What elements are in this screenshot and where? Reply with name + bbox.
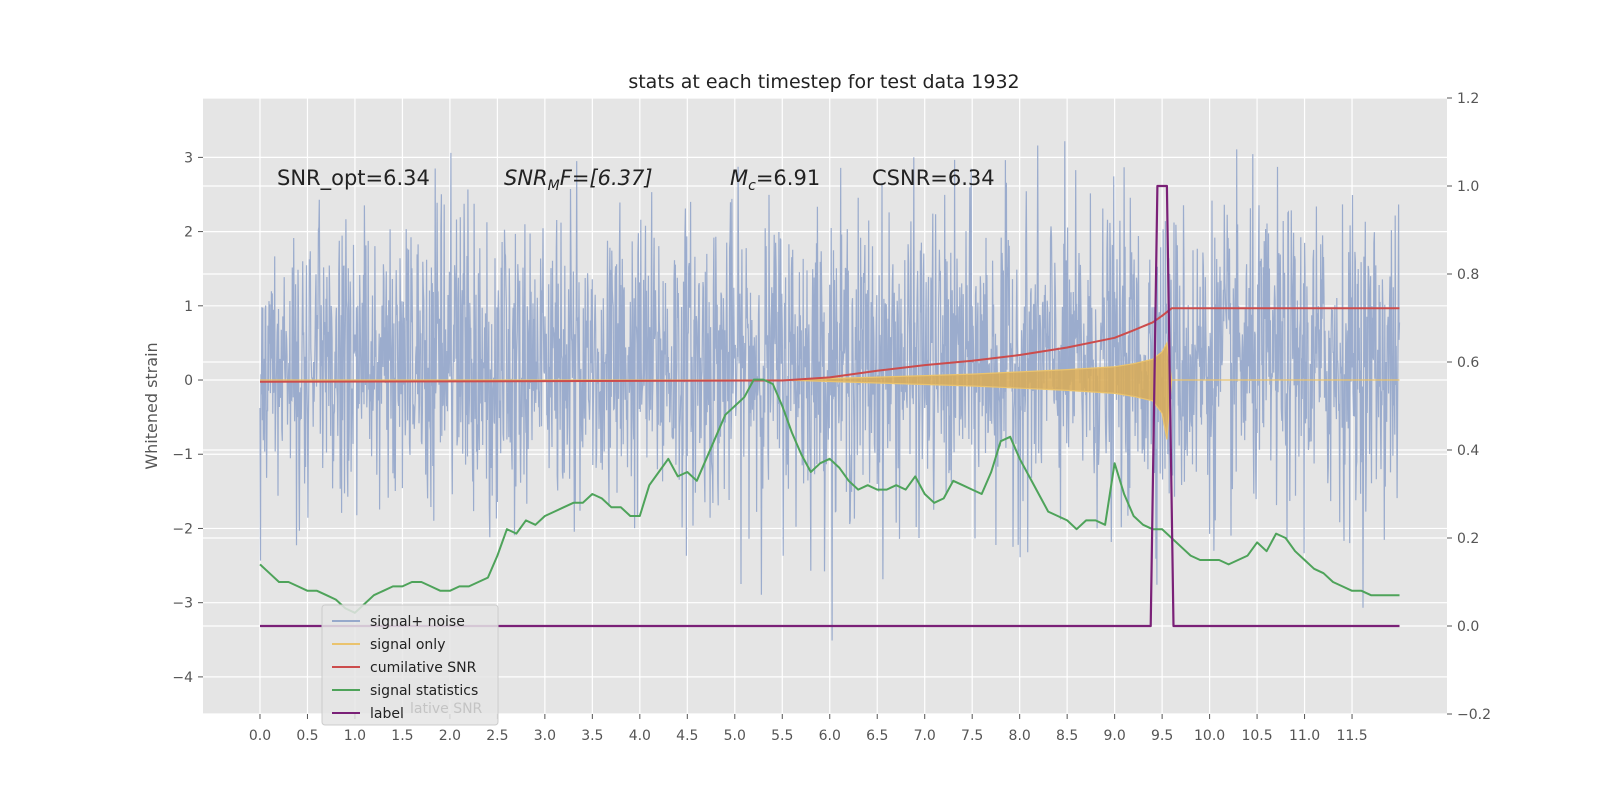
- y-tick-label: −4: [172, 670, 193, 686]
- x-tick-label: 7.5: [961, 728, 983, 744]
- signal-only-fill: [260, 340, 1400, 440]
- x-tick-label: 11.0: [1289, 728, 1320, 744]
- annotation-mc-main: M: [730, 166, 748, 190]
- y2-tick-label: 0.8: [1457, 267, 1479, 283]
- x-tick-label: 4.0: [629, 728, 651, 744]
- x-tick-label: 5.5: [771, 728, 793, 744]
- x-tick-label: 11.5: [1336, 728, 1367, 744]
- y2-tick-label: 0.0: [1457, 619, 1479, 635]
- x-tick-label: 1.0: [344, 728, 366, 744]
- legend-label: signal statistics: [370, 683, 478, 699]
- y2-tick-label: 0.2: [1457, 531, 1479, 547]
- annotation-snr-opt: SNR_opt=6.34: [277, 166, 430, 191]
- legend-label: cumilative SNR: [370, 660, 477, 676]
- x-tick-label: 6.0: [819, 728, 841, 744]
- x-tick-label: 0.0: [249, 728, 271, 744]
- annotation-snr-mf-sub: M: [548, 178, 560, 194]
- x-tick-label: 8.0: [1009, 728, 1031, 744]
- chart-title: stats at each timestep for test data 193…: [628, 71, 1019, 93]
- x-tick-label: 9.5: [1151, 728, 1173, 744]
- y2-tick-label: −0.2: [1457, 707, 1491, 723]
- annotation-snr-mf: SNRMF=[6.37]: [504, 166, 653, 194]
- annotation-snr-mf-rest: F=[6.37]: [560, 166, 653, 190]
- legend-label: signal+ noise: [370, 614, 465, 630]
- y-axis-right: 1.2 1.0 0.8 0.6 0.4 0.2 0.0 −0.2: [1447, 91, 1491, 723]
- x-tick-label: 10.5: [1241, 728, 1272, 744]
- annotation-mc-rest: =6.91: [756, 166, 820, 190]
- x-tick-label: 2.0: [439, 728, 461, 744]
- annotation-mc-sub: c: [748, 178, 756, 194]
- y-tick-label: 2: [184, 225, 193, 241]
- y-axis-label: Whitened strain: [142, 342, 161, 469]
- x-tick-label: 6.5: [866, 728, 888, 744]
- y2-tick-label: 1.2: [1457, 91, 1479, 107]
- x-tick-label: 9.0: [1104, 728, 1126, 744]
- annotation-mc: Mc=6.91: [730, 166, 820, 194]
- x-tick-label: 3.0: [534, 728, 556, 744]
- x-tick-label: 3.5: [581, 728, 603, 744]
- x-tick-label: 10.0: [1194, 728, 1225, 744]
- legend-ghost-text: lative SNR: [410, 701, 483, 717]
- x-tick-label: 8.5: [1056, 728, 1078, 744]
- signal-only-series: [260, 340, 1400, 440]
- y-tick-label: 0: [184, 373, 193, 389]
- annotation-snr-mf-main: SNR: [504, 166, 548, 190]
- y-axis-left: 3 2 1 0 −1 −2 −3 −4: [172, 150, 203, 686]
- y-tick-label: −3: [172, 596, 193, 612]
- x-tick-label: 4.5: [676, 728, 698, 744]
- y2-tick-label: 1.0: [1457, 179, 1479, 195]
- y2-tick-label: 0.4: [1457, 443, 1479, 459]
- y-tick-label: 1: [184, 299, 193, 315]
- x-tick-label: 0.5: [296, 728, 318, 744]
- annotation-csnr: CSNR=6.34: [872, 166, 995, 190]
- legend-label: label: [370, 706, 404, 722]
- x-tick-label: 5.0: [724, 728, 746, 744]
- cumulative-snr-series: [259, 307, 1400, 383]
- signal-noise-series: [259, 141, 1401, 641]
- y-tick-label: −2: [172, 521, 193, 537]
- legend-label: signal only: [370, 637, 445, 653]
- legend: signal+ noise signal only cumilative SNR si…: [321, 604, 499, 726]
- signal-statistics-line: [259, 378, 1400, 614]
- label-series: [260, 184, 1400, 628]
- x-tick-label: 1.5: [391, 728, 413, 744]
- y-tick-label: −1: [172, 447, 193, 463]
- x-tick-label: 7.0: [914, 728, 936, 744]
- cumulative-snr-line: [259, 307, 1400, 383]
- label-line-path: [260, 184, 1400, 628]
- legend-box: [321, 604, 499, 726]
- x-tick-label: 2.5: [486, 728, 508, 744]
- x-axis: 0.0 0.5 1.0 1.5 2.0 2.5 3.0 3.5 4.0 4.5 5.0 5.5 6.0 6…: [249, 714, 1368, 744]
- y-tick-label: 3: [184, 150, 193, 166]
- signal-statistics-series: [259, 378, 1400, 614]
- signal-noise-line: [259, 141, 1401, 641]
- y2-tick-label: 0.6: [1457, 355, 1479, 371]
